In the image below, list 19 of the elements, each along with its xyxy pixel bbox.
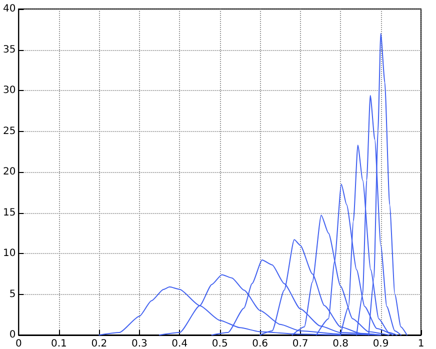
x-tick-label: 0.8	[332, 338, 348, 349]
y-tick-label: 20	[2, 166, 16, 178]
y-tick-label: 10	[2, 248, 16, 259]
x-tick-label: 0.2	[91, 338, 108, 349]
x-tick-label: 0.3	[131, 338, 148, 349]
y-tick-label: 5	[9, 288, 16, 300]
x-tick-label: 0.6	[252, 338, 268, 349]
x-tick-label: 0.5	[212, 338, 228, 349]
y-tick-label: 40	[2, 4, 16, 14]
y-tick-label: 25	[2, 126, 16, 137]
y-tick-label: 0	[9, 330, 16, 340]
x-tick-label: 1	[418, 338, 424, 349]
x-tick-label: 0.9	[372, 338, 389, 349]
y-tick-label: 15	[2, 207, 16, 218]
y-tick-label: 35	[2, 44, 16, 56]
x-tick-label: 0.4	[172, 338, 188, 349]
y-tick-label: 30	[2, 85, 16, 96]
x-tick-label: 0.7	[292, 338, 308, 349]
x-tick-label: 0.1	[51, 338, 67, 349]
